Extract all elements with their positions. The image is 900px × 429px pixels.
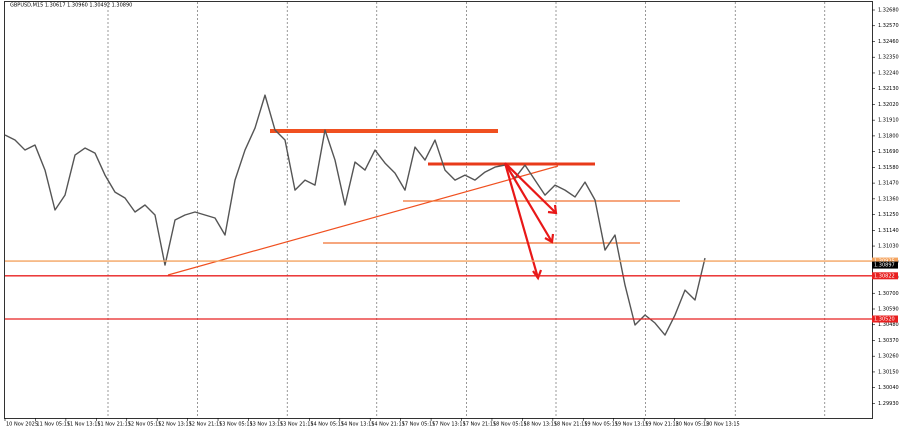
price-line: [4, 94, 706, 336]
x-tick-label: 17 Nov 13:15: [432, 422, 466, 428]
level-label: 1.30822: [874, 273, 895, 279]
x-tick-label: 18 Nov 05:15: [493, 422, 527, 428]
x-tick-label: 14 Nov 05:15: [310, 422, 344, 428]
x-tick-label: 17 Nov 21:15: [463, 422, 497, 428]
y-tick-label: 1.32130: [878, 86, 899, 92]
x-tick-label: 11 Nov 21:15: [97, 422, 131, 428]
y-tick-label: 1.30480: [878, 322, 899, 328]
y-tick-label: 1.31580: [878, 165, 899, 171]
x-tick-label: 18 Nov 21:15: [554, 422, 588, 428]
x-tick-label: 18 Nov 13:15: [523, 422, 557, 428]
price-label-box: [872, 261, 898, 269]
x-tick-label: 14 Nov 21:15: [371, 422, 405, 428]
y-tick-label: 1.30150: [878, 369, 899, 375]
price-label: 1.30897: [874, 263, 895, 269]
x-tick-label: 20 Nov 05:15: [676, 422, 710, 428]
y-tick-label: 1.29930: [878, 401, 899, 407]
y-tick-label: 1.31360: [878, 196, 899, 202]
y-tick-label: 1.31470: [878, 181, 899, 187]
arrow-head: [547, 204, 558, 215]
symbol-header: GBPUSD,M15 1.30617 1.30960 1.30492 1.308…: [10, 3, 132, 9]
level-label-box: [872, 315, 898, 323]
x-tick-label: 12 Nov 13:15: [158, 422, 192, 428]
x-tick-label: 19 Nov 13:15: [615, 422, 649, 428]
x-tick-label: 12 Nov 21:15: [189, 422, 223, 428]
y-tick-label: 1.31250: [878, 212, 899, 218]
x-tick-label: 13 Nov 13:15: [249, 422, 283, 428]
x-tick-label: 11 Nov 13:15: [67, 422, 101, 428]
y-tick-label: 1.31140: [878, 228, 899, 234]
drawings: [167, 129, 680, 276]
x-tick-label: 20 Nov 13:15: [706, 422, 740, 428]
y-tick-label: 1.31030: [878, 244, 899, 250]
y-tick-label: 1.30260: [878, 354, 899, 360]
y-tick-label: 1.32680: [878, 8, 899, 14]
x-tick-label: 19 Nov 05:15: [584, 422, 618, 428]
y-tick-label: 1.30040: [878, 385, 899, 391]
level-label-box: [872, 257, 898, 265]
y-tick-label: 1.30700: [878, 291, 899, 297]
level-label: 1.30520: [874, 317, 895, 323]
y-tick-label: 1.32460: [878, 39, 899, 45]
y-tick-label: 1.32240: [878, 70, 899, 76]
y-tick-label: 1.32020: [878, 102, 899, 108]
x-tick-label: 13 Nov 05:15: [219, 422, 253, 428]
arrow: [503, 162, 540, 279]
x-tick-label: 11 Nov 05:15: [36, 422, 70, 428]
level-label: 1.30925: [874, 259, 895, 265]
x-tick-label: 17 Nov 05:15: [402, 422, 436, 428]
x-tick-label: 13 Nov 21:15: [280, 422, 314, 428]
arrows: [503, 162, 558, 281]
arrow: [504, 162, 553, 243]
y-tick-label: 1.30370: [878, 338, 899, 344]
y-tick-label: 1.31800: [878, 133, 899, 139]
y-tick-label: 1.32570: [878, 23, 899, 29]
y-tick-label: 1.31690: [878, 149, 899, 155]
x-tick-label: 19 Nov 21:15: [645, 422, 679, 428]
plot-frame: [4, 1, 873, 419]
arrow-head: [544, 233, 555, 244]
y-tick-label: 1.32350: [878, 55, 899, 61]
arrow: [504, 162, 557, 214]
y-tick-label: 1.31910: [878, 118, 899, 124]
x-tick-label: 10 Nov 2025: [6, 422, 38, 428]
arrow-head: [532, 269, 543, 281]
x-tick-label: 12 Nov 05:15: [128, 422, 162, 428]
plot: [4, 94, 706, 336]
x-tick-label: 14 Nov 13:15: [341, 422, 375, 428]
trend-line: [167, 165, 559, 276]
level-label-box: [872, 272, 898, 280]
y-tick-label: 1.30590: [878, 306, 899, 312]
